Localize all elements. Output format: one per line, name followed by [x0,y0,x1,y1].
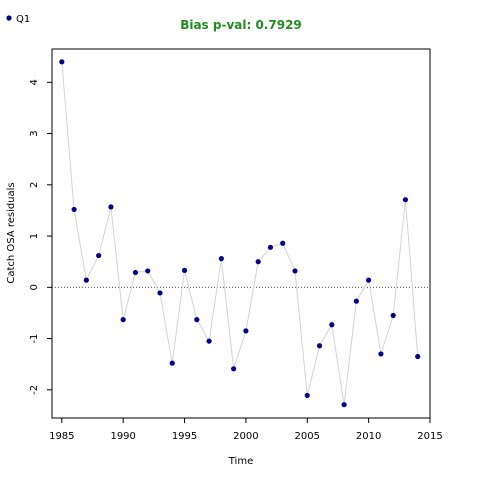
y-tick-label: -1 [29,334,40,344]
series-line-segment [122,272,136,320]
data-point [243,328,249,334]
data-point [218,256,224,262]
series-line-segment [147,270,161,294]
data-point [181,267,188,273]
data-point [194,317,200,323]
series-line-segment [355,279,370,302]
series-line-segment [257,247,271,263]
x-tick-label: 1990 [110,431,135,442]
x-tick-label: 1985 [49,431,74,442]
plot-frame [51,48,431,419]
y-tick-label: 1 [29,233,40,239]
series-line-segment [85,255,100,281]
series-line-segment [245,261,259,331]
series-line-segment [404,199,419,357]
series-line-segment [196,319,210,342]
y-tick-label: 0 [29,284,40,290]
series-line-segment [61,61,75,210]
series-line-segment [368,280,382,355]
data-point [267,244,274,250]
series-line-segment [184,270,198,320]
series-line-segment [98,206,112,256]
data-point [353,298,359,304]
data-point [378,351,384,357]
data-point [120,317,126,323]
series-points [59,59,421,408]
data-point [255,259,261,265]
y-axis-title: Catch OSA residuals [6,182,17,283]
data-point [304,392,310,399]
data-point [83,277,89,283]
series-line-segment [159,292,173,364]
series-line-segment [392,199,406,316]
series-line-segment [220,258,235,369]
series-line-segment [319,324,333,346]
y-axis: -2 -1 0 1 2 3 4 [29,79,52,395]
data-point [108,204,114,210]
data-point [59,59,65,65]
series-line-segment [110,206,124,320]
data-point [71,206,77,213]
series-line-segment [171,270,186,364]
series-line-segment [233,330,247,369]
y-tick-label: 4 [29,79,40,85]
legend-label: Q1 [16,14,30,25]
series-line [61,61,419,405]
series-line-segment [73,209,87,281]
data-point [316,343,323,349]
data-point [280,240,286,246]
x-tick-label: 2005 [295,431,320,442]
data-point [341,402,347,408]
data-point [145,268,151,274]
series-line-segment [294,270,308,396]
series-line-segment [208,258,222,342]
series-line-segment [331,324,345,405]
y-tick-label: 2 [29,182,40,188]
data-point [206,338,212,344]
series-line-segment [343,301,357,405]
data-point [169,360,175,366]
y-tick-label: -2 [29,385,40,395]
legend: Q1 [6,14,30,25]
data-point [96,252,102,259]
legend-marker [6,15,12,21]
series-line-segment [380,315,394,355]
series-line-segment [282,243,296,272]
x-axis: 1985 1990 1995 2000 2005 2010 2015 [49,418,443,442]
data-point [292,268,298,274]
data-point [157,290,163,296]
data-point [415,353,421,360]
y-tick-label: 3 [29,130,40,136]
data-point [231,366,237,372]
series-line-segment [306,345,321,396]
chart-title: Bias p-val: 0.7929 [180,18,302,32]
x-tick-label: 1995 [172,431,197,442]
x-tick-label: 2015 [417,431,442,442]
data-point [366,277,372,283]
data-point [329,322,335,328]
data-point [402,197,409,203]
x-axis-title: Time [228,456,253,467]
x-tick-label: 2000 [233,431,258,442]
data-point [132,269,139,276]
x-tick-label: 2010 [356,431,381,442]
data-point [390,312,396,319]
